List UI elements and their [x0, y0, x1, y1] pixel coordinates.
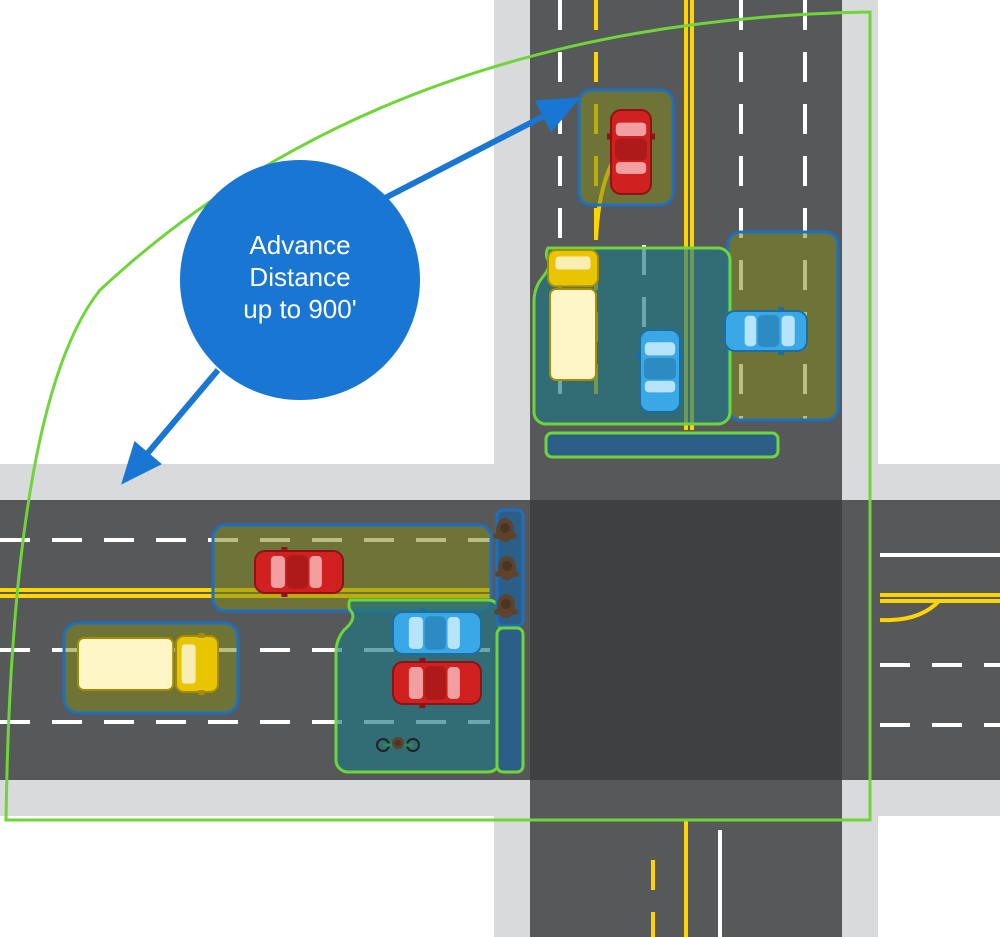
annotation-line: Advance [249, 230, 350, 260]
cw-north [546, 433, 778, 457]
truck-north [548, 250, 598, 380]
car-blue-ns-1 [636, 330, 684, 412]
annotation-line: up to 900' [243, 294, 356, 324]
intersection-box [530, 500, 842, 780]
car-red-stop [393, 658, 481, 708]
car-blue-stop [393, 608, 481, 658]
car-blue-ns-2 [725, 307, 807, 355]
car-red-north [607, 110, 655, 194]
intersection-diagram: AdvanceDistanceup to 900' [0, 0, 1000, 937]
cw-west-lower [497, 628, 523, 772]
truck-west [78, 633, 218, 695]
car-red-west-1 [255, 547, 343, 597]
annotation-text: AdvanceDistanceup to 900' [243, 230, 356, 324]
annotation-line: Distance [249, 262, 350, 292]
